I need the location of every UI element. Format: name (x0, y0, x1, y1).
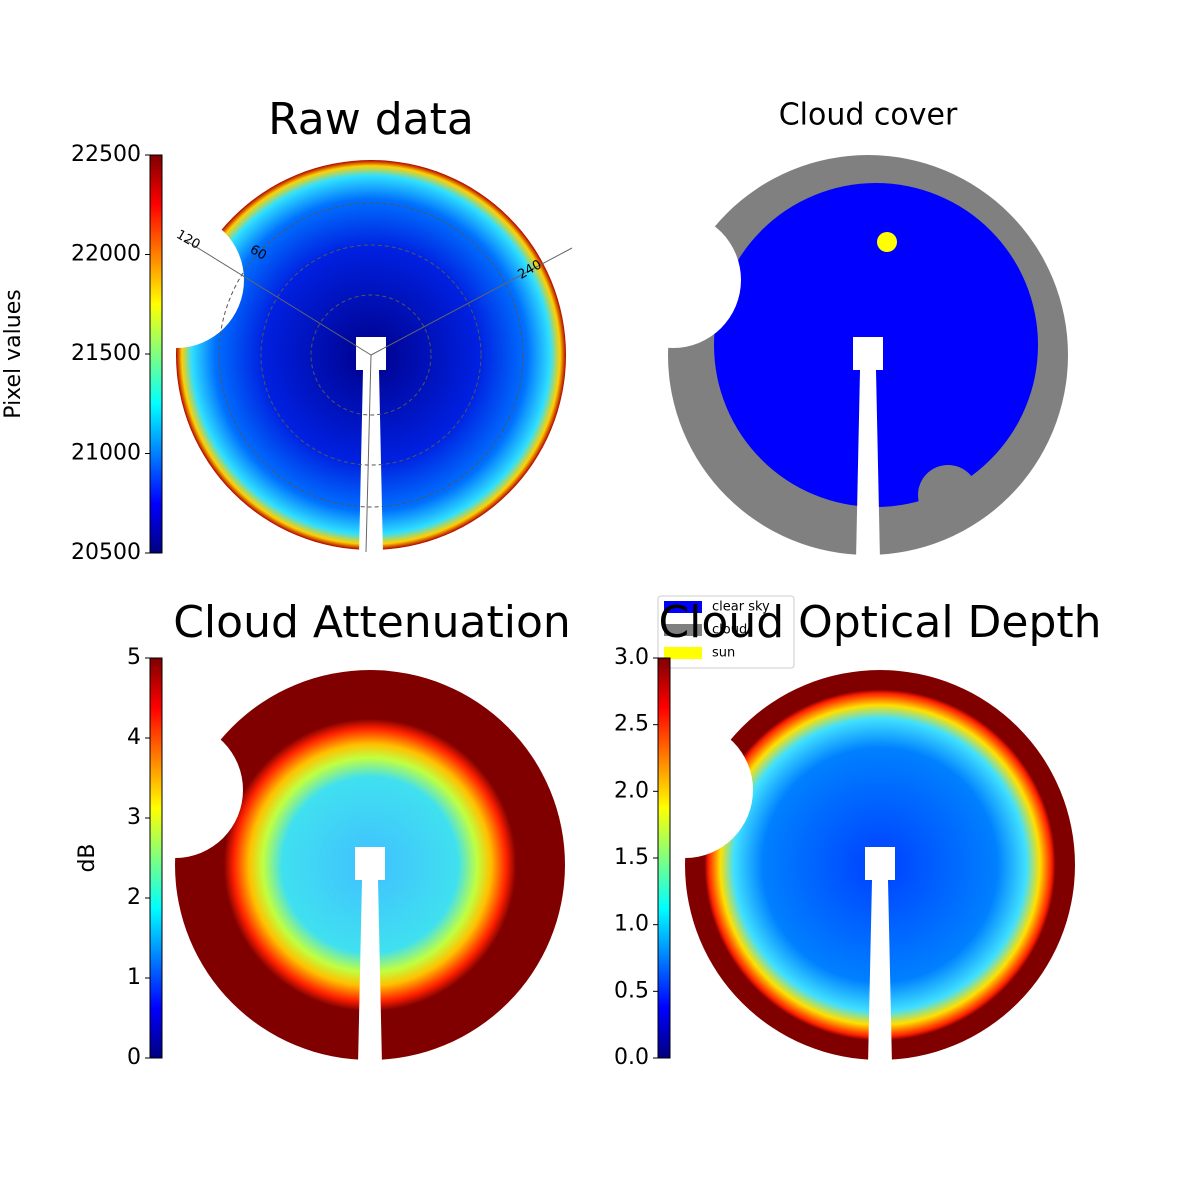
colorbar-tick-label: 0 (127, 1045, 141, 1070)
colorbar-tick-label: 1 (127, 965, 141, 990)
legend-label: sun (712, 646, 735, 661)
panel: Cloud Attenuation 0 1 2 3 4 5 dB (75, 597, 571, 1070)
colorbar (149, 154, 163, 554)
colorbar-tick-label: 3 (127, 805, 141, 830)
panel-title: Cloud cover (779, 98, 958, 133)
mast-mask (865, 847, 895, 1065)
colorbar-tick-label: 1.0 (614, 912, 649, 937)
polar-grid (218, 202, 524, 508)
colorbar-tick-label: 4 (127, 725, 141, 750)
colorbar-tick-label: 22500 (71, 142, 141, 167)
polar-spoke (184, 239, 372, 356)
polar-grid (310, 294, 432, 416)
colorbar-tick-label: 0.5 (614, 978, 649, 1003)
legend: clear sky cloud sun (657, 595, 795, 669)
polar-spoke (365, 354, 372, 553)
mask-cutout (107, 722, 243, 858)
colorbar-tick-label: 21000 (71, 441, 141, 466)
mast-mask (356, 337, 386, 555)
mask-cutout (108, 212, 244, 348)
colorbar-tick-label: 3.0 (614, 645, 649, 670)
sun-region (877, 232, 897, 252)
colorbar-tick-label: 5 (127, 645, 141, 670)
panel: Cloud Optical Depth 0.0 0.5 1.0 1.5 2.0 2.5 3.0 (614, 597, 1102, 1070)
legend-swatch (664, 647, 702, 659)
mast-mask (853, 337, 883, 560)
colorbar-label: Pixel values (1, 289, 26, 418)
colorbar (149, 657, 163, 1059)
panel-title: Cloud Attenuation (173, 597, 571, 648)
mast-mask (355, 847, 385, 1065)
legend-label: clear sky (712, 600, 770, 615)
polar-spoke (370, 247, 573, 356)
legend-swatch (664, 624, 702, 636)
polar-grid (260, 244, 482, 466)
legend-label: cloud (712, 623, 747, 638)
colorbar-tick-label: 22000 (71, 242, 141, 267)
legend-swatch (664, 601, 702, 613)
mask-cutout (605, 212, 741, 348)
colorbar-tick-label: 20500 (71, 540, 141, 565)
colorbar-tick-label: 1.5 (614, 845, 649, 870)
colorbar-tick-label: 2.5 (614, 712, 649, 737)
colorbar-tick-label: 2.0 (614, 778, 649, 803)
colorbar-tick-label: 2 (127, 885, 141, 910)
polar-label: 60 (247, 242, 269, 263)
panel-title: Raw data (268, 94, 474, 145)
mask-cutout (617, 722, 753, 858)
panel: Cloud cover (605, 98, 1068, 560)
colorbar-tick-label: 21500 (71, 341, 141, 366)
cloud-patch (918, 465, 978, 525)
colorbar-tick-label: 0.0 (614, 1045, 649, 1070)
colorbar-label: dB (75, 843, 100, 872)
colorbar (657, 657, 671, 1059)
panel-title: Cloud Optical Depth (658, 597, 1101, 648)
